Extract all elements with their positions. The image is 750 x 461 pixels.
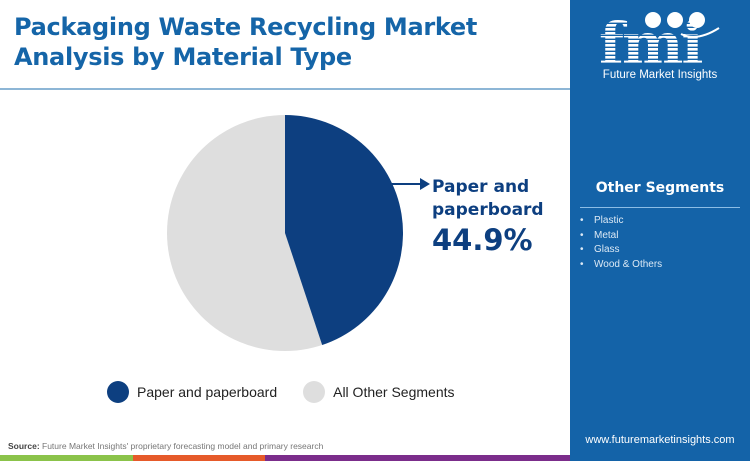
website-link[interactable]: www.futuremarketinsights.com (585, 434, 735, 446)
segment-item: Glass (580, 243, 662, 258)
legend-label: All Other Segments (333, 384, 455, 400)
legend-item-paper: Paper and paperboard (107, 381, 277, 403)
source-prefix: Source: (8, 441, 40, 451)
title-divider (0, 88, 570, 90)
chart-legend: Paper and paperboard All Other Segments (107, 381, 481, 403)
callout-value: 44.9% (432, 223, 533, 257)
other-segments-title: Other Segments (595, 180, 725, 196)
logo-subtitle: Future Market Insights (602, 69, 718, 81)
sidebar-panel: fmi Future Market Insights Other Segment… (570, 0, 750, 461)
segment-item: Wood & Others (580, 258, 662, 273)
callout-arrow-icon (388, 178, 430, 190)
fmi-logo-icon: fmi (599, 10, 720, 66)
chart-title: Packaging Waste Recycling Market Analysi… (14, 13, 478, 71)
segment-item: Plastic (580, 214, 662, 229)
legend-item-other: All Other Segments (303, 381, 455, 403)
legend-label: Paper and paperboard (137, 384, 278, 400)
color-strip-purple (265, 455, 570, 461)
other-segments-divider (580, 207, 740, 208)
other-segments-list: Plastic Metal Glass Wood & Others (580, 214, 662, 273)
color-strip-orange (133, 455, 265, 461)
legend-swatch-paper (107, 381, 129, 403)
pie-chart (167, 115, 403, 351)
source-text: Future Market Insights' proprietary fore… (39, 441, 324, 451)
source-note: Source: Future Market Insights' propriet… (8, 441, 323, 451)
segment-item: Metal (580, 229, 662, 244)
color-strip-green (0, 455, 133, 461)
pie-slice-paper (285, 115, 403, 345)
callout-label: Paper and paperboard (432, 177, 544, 220)
legend-swatch-other (303, 381, 326, 403)
